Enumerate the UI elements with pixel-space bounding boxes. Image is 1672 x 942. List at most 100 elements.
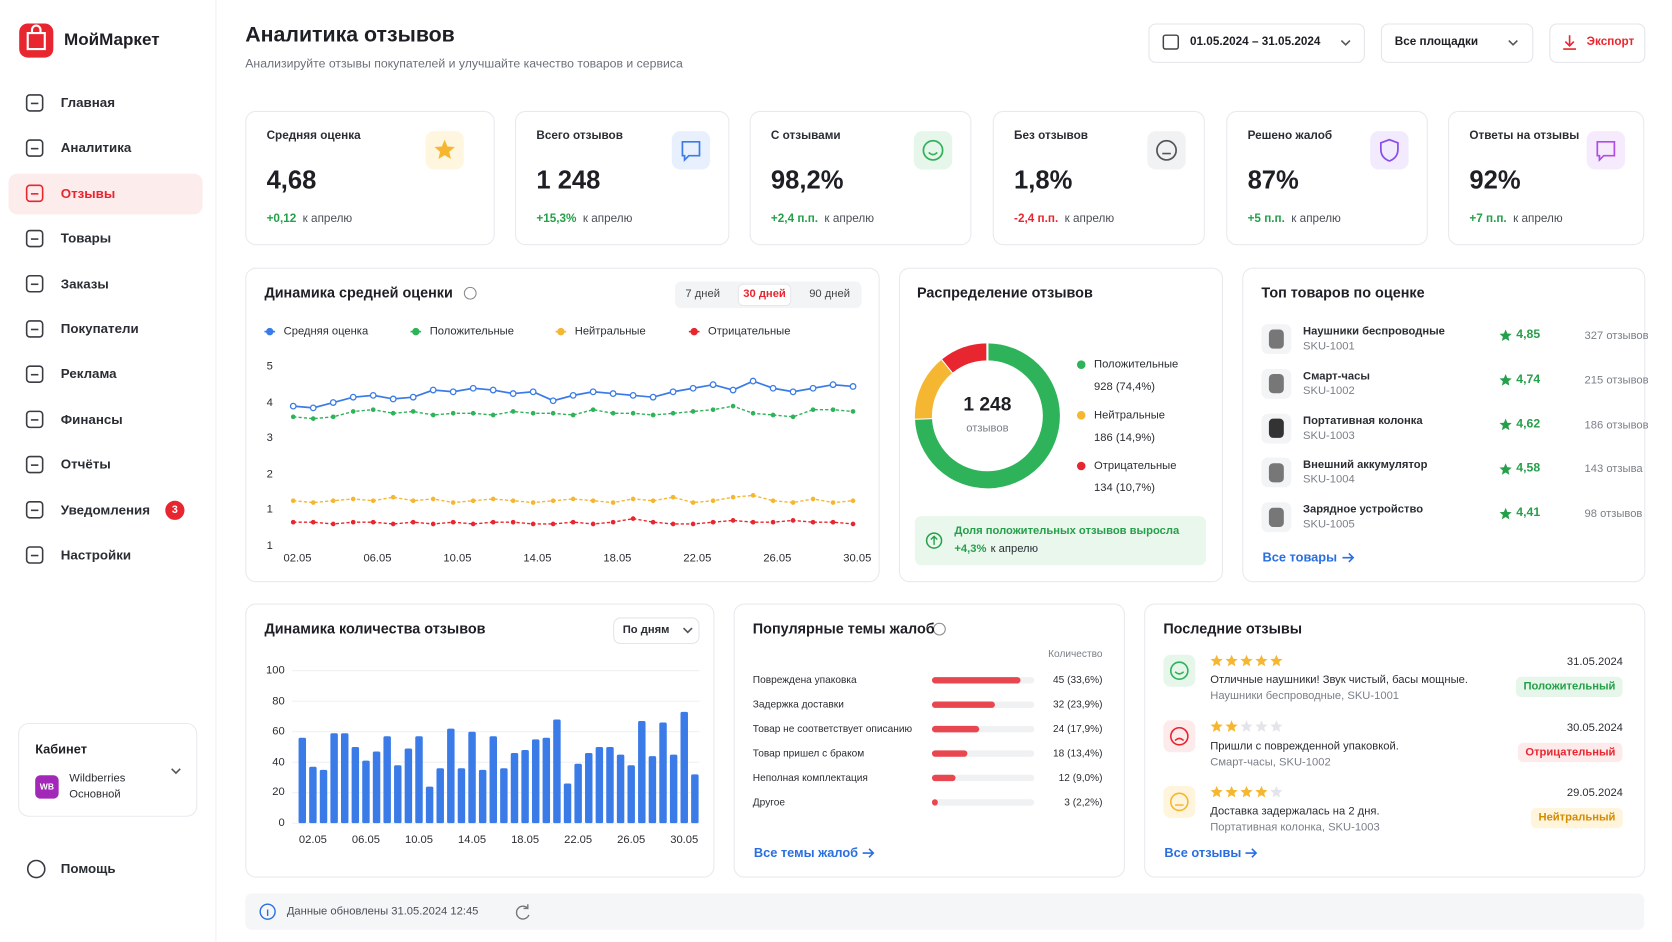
y-tick-label: 5 xyxy=(266,360,273,373)
product-reviews: 186 отзывов xyxy=(1584,418,1649,432)
page-subtitle: Анализируйте отзывы покупателей и улучша… xyxy=(245,57,683,71)
tab[interactable]: 7 дней xyxy=(685,287,720,301)
product-sku: SKU-1003 xyxy=(1303,428,1355,442)
tab-active xyxy=(737,283,792,307)
kpi-label: Средняя оценка xyxy=(266,129,361,143)
complaint-value: 18 (13,4%) xyxy=(1052,747,1103,760)
cabinet-name: Wildberries xyxy=(69,771,126,785)
x-tick-label: 06.05 xyxy=(363,552,392,565)
card-title: Последние отзывы xyxy=(1163,620,1303,637)
x-tick-label: 26.05 xyxy=(617,833,646,847)
x-tick-label: 18.05 xyxy=(603,552,632,565)
all-complaints-link[interactable]: Все темы жалоб xyxy=(753,845,859,861)
legend-label: Положительные xyxy=(429,324,514,338)
review-status: Отрицательный xyxy=(1517,742,1623,763)
product-sku: SKU-1001 xyxy=(1303,339,1355,353)
kpi-value: 4,68 xyxy=(266,165,317,195)
all-reviews-link[interactable]: Все отзывы xyxy=(1164,845,1242,861)
x-tick-label: 14.05 xyxy=(458,833,487,847)
rating-chart-card xyxy=(245,267,880,583)
x-tick-label: 30.05 xyxy=(843,552,872,565)
kpi-label: С отзывами xyxy=(770,129,841,143)
chart-title: Распределение отзывов xyxy=(917,284,1093,301)
kpi-delta: +15,3% xyxy=(536,212,577,226)
y-tick-label: 20 xyxy=(272,785,285,799)
tab[interactable]: 30 дней xyxy=(743,287,786,301)
card-title: Топ товаров по оценке xyxy=(1261,284,1425,301)
nav-item[interactable]: Заказы xyxy=(60,276,109,292)
kpi-label: Решено жалоб xyxy=(1247,129,1333,143)
complaint-label: Повреждена упаковка xyxy=(752,674,857,686)
product-rating: 4,62 xyxy=(1516,417,1541,431)
kpi-value: 1,8% xyxy=(1014,165,1073,195)
product-reviews: 215 отзывов xyxy=(1584,373,1649,387)
date-picker[interactable] xyxy=(1148,23,1365,63)
nav-item[interactable]: Аналитика xyxy=(60,140,132,156)
kpi-note: к апрелю xyxy=(824,212,874,226)
product-thumb xyxy=(1261,457,1292,488)
review-date: 31.05.2024 xyxy=(1566,655,1623,669)
kpi-note: к апрелю xyxy=(1291,212,1341,226)
complaints-card xyxy=(733,603,1125,878)
nav-item[interactable]: Покупатели xyxy=(60,321,139,337)
nav-item[interactable]: Настройки xyxy=(60,547,132,563)
all-products-link[interactable]: Все товары xyxy=(1262,550,1338,565)
y-tick-label: 1 xyxy=(266,538,273,552)
product-sku: SKU-1002 xyxy=(1303,384,1355,398)
review-product: Портативная колонка, SKU-1003 xyxy=(1210,820,1380,834)
x-tick-label: 26.05 xyxy=(763,552,792,565)
kpi-delta: -2,4 п.п. xyxy=(1014,212,1059,226)
product-sku: SKU-1004 xyxy=(1303,473,1355,487)
y-tick-label: 2 xyxy=(266,467,273,481)
kpi-note: к апрелю xyxy=(302,212,353,226)
review-text: Доставка задержалась на 2 дня. xyxy=(1210,804,1380,818)
product-rating: 4,41 xyxy=(1516,506,1541,520)
tab[interactable]: 90 дней xyxy=(809,287,850,301)
kpi-label: Всего отзывов xyxy=(536,129,623,143)
sidebar xyxy=(0,0,217,942)
y-tick-label: 0 xyxy=(278,816,285,830)
product-rating: 4,74 xyxy=(1516,373,1541,386)
legend-value: 134 (10,7%) xyxy=(1094,481,1156,495)
legend-label: Положительные xyxy=(1094,357,1179,371)
review-product: Наушники беспроводные, SKU-1001 xyxy=(1210,689,1400,703)
review-product: Смарт-часы, SKU-1002 xyxy=(1210,755,1331,768)
kpi-value: 1 248 xyxy=(536,165,601,195)
help-link[interactable]: Помощь xyxy=(60,861,116,876)
review-text: Пришли с поврежденной упаковкой. xyxy=(1210,739,1399,752)
top-products-card xyxy=(1242,267,1646,583)
kpi-delta: +5 п.п. xyxy=(1247,212,1285,226)
nav-item[interactable]: Товары xyxy=(60,231,112,246)
date-range: 01.05.2024 – 31.05.2024 xyxy=(1189,35,1321,49)
complaint-value: 24 (17,9%) xyxy=(1052,723,1103,735)
note-box xyxy=(914,516,1206,566)
product-reviews: 98 отзывов xyxy=(1584,507,1643,521)
product-thumb xyxy=(1261,324,1292,355)
nav-item[interactable]: Отчёты xyxy=(60,457,111,473)
nav-item[interactable]: Реклама xyxy=(60,366,117,382)
x-tick-label: 14.05 xyxy=(523,552,552,565)
y-tick-label: 40 xyxy=(272,755,285,769)
x-tick-label: 02.05 xyxy=(298,833,327,847)
complaint-label: Неполная комплектация xyxy=(752,771,868,784)
review-date: 29.05.2024 xyxy=(1566,786,1623,800)
legend-value: 928 (74,4%) xyxy=(1094,380,1156,394)
platform-select[interactable] xyxy=(1380,23,1534,63)
nav-item[interactable]: Уведомления xyxy=(60,502,151,518)
nav-item[interactable]: Отзывы xyxy=(60,185,116,201)
nav-item[interactable]: Главная xyxy=(60,95,115,111)
product-name: Смарт-часы xyxy=(1303,369,1370,383)
y-tick-label: 60 xyxy=(272,724,285,738)
brand-name: МойМаркет xyxy=(63,31,160,50)
review-date: 30.05.2024 xyxy=(1566,721,1623,734)
y-tick-label: 80 xyxy=(272,694,285,708)
product-name: Портативная колонка xyxy=(1303,414,1423,427)
cabinet-card[interactable] xyxy=(18,722,198,817)
kpi-note: к апрелю xyxy=(582,212,633,226)
nav-item[interactable]: Финансы xyxy=(60,411,123,427)
note-delta: +4,3% xyxy=(954,542,987,556)
review-status: Положительный xyxy=(1515,676,1623,697)
kpi-delta: +0,12 xyxy=(266,212,297,226)
